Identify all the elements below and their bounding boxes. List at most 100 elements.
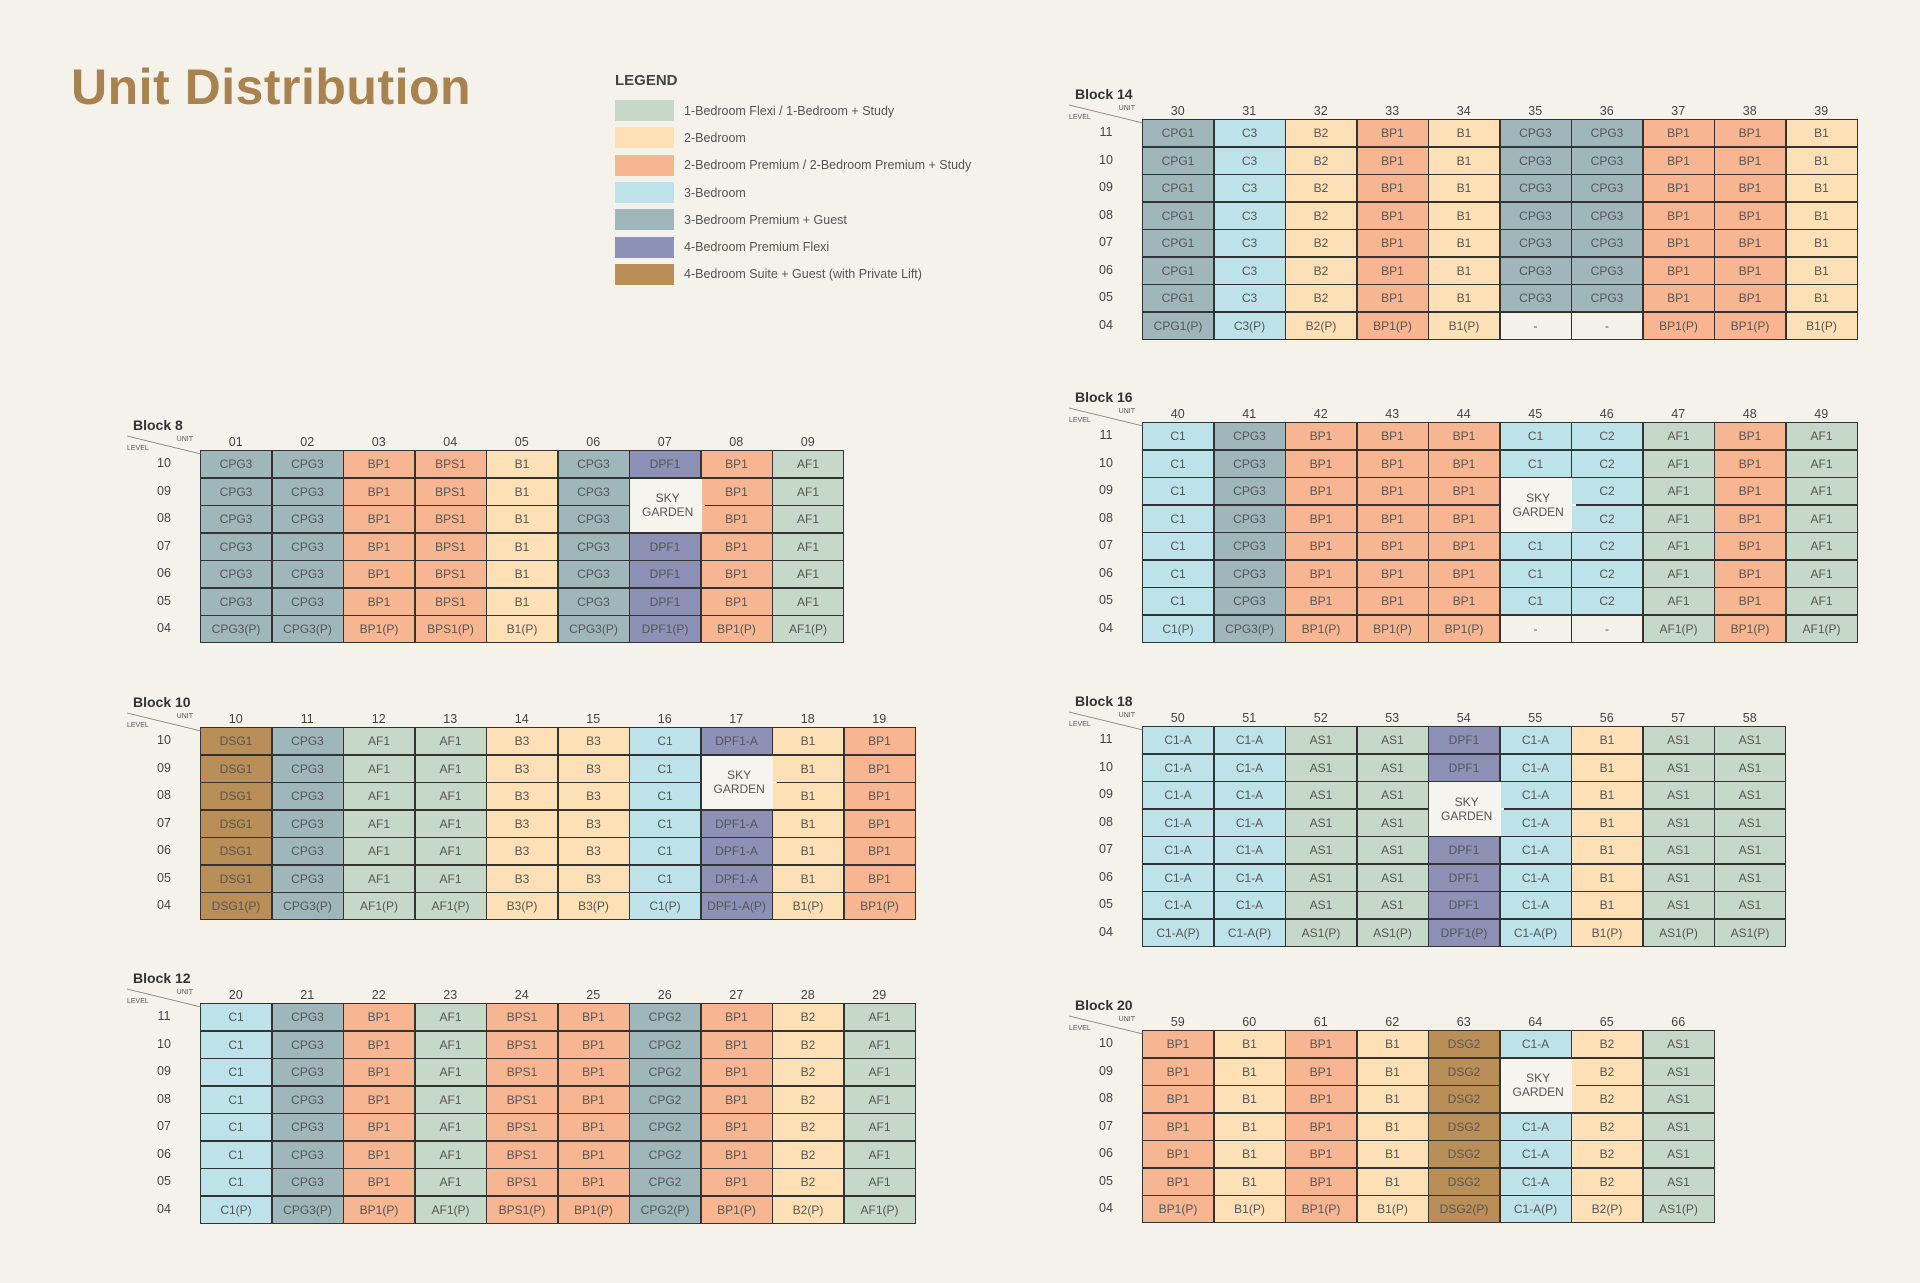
unit-cell: BP1 xyxy=(1357,423,1428,449)
unit-cell: BP1 xyxy=(344,451,414,477)
sky-garden-cell: SKY GARDEN xyxy=(1500,1058,1576,1112)
unit-cell: AF1 xyxy=(1786,478,1857,504)
unit-cell: DPF1 xyxy=(1429,727,1499,753)
unit-number: 06 xyxy=(586,435,601,449)
unit-cell: B1 xyxy=(1429,285,1499,311)
unit-cell: B1(P) xyxy=(487,616,557,642)
unit-cell: B2(P) xyxy=(1572,1196,1642,1222)
unit-cell: CPG3 xyxy=(558,451,629,477)
unit-cell: CPG3 xyxy=(1214,423,1285,449)
unit-cell: CPG3 xyxy=(1572,285,1642,311)
unit-cell: BP1 xyxy=(344,506,414,532)
unit-cell: BP1 xyxy=(1715,478,1785,504)
unit-cell: AF1 xyxy=(415,1059,486,1085)
unit-cell: B1 xyxy=(1572,754,1642,781)
unit-number: 51 xyxy=(1242,711,1257,725)
unit-cell: C1-A xyxy=(1214,782,1285,808)
unit-cell: C1-A xyxy=(1500,727,1571,753)
unit-cell: AS1 xyxy=(1715,809,1785,836)
unit-cell: DSG1 xyxy=(201,865,271,892)
unit-cell: B1 xyxy=(1214,1168,1285,1195)
unit-cell: BP1 xyxy=(1429,423,1499,449)
unit-cell: BP1 xyxy=(1429,560,1499,587)
unit-cell: AF1 xyxy=(415,838,486,864)
legend-label: 3-Bedroom xyxy=(684,185,746,200)
unit-cell: C1(P) xyxy=(201,1196,271,1223)
level-label: LEVEL xyxy=(1069,417,1091,424)
level-label: LEVEL xyxy=(127,998,149,1005)
unit-cell: AS1 xyxy=(1715,837,1785,863)
unit-cell: BP1(P) xyxy=(844,893,915,919)
level-number: 07 xyxy=(1099,235,1113,249)
unit-cell: DPF1-A xyxy=(701,838,772,864)
unit-cell: BPS1 xyxy=(487,1086,557,1113)
unit-cell: C1-A xyxy=(1143,727,1213,753)
unit-cell: B1 xyxy=(773,728,843,754)
unit-cell: AF1 xyxy=(415,755,486,782)
unit-cell: BP1 xyxy=(1429,533,1499,559)
sky-garden-cell: SKY GARDEN xyxy=(1500,478,1576,532)
block-body: 10 09 08 07 06 05 04 CPG3 CPG3 BP1 BPS1 B1 CPG3 DPF1 B… xyxy=(133,450,844,643)
unit-level-corner: UNIT LEVEL xyxy=(127,987,201,1007)
unit-number: 13 xyxy=(443,712,458,726)
unit-cell: CPG3 xyxy=(1500,230,1571,256)
unit-number: 46 xyxy=(1599,407,1614,421)
level-number: 06 xyxy=(157,843,171,857)
unit-cell: AF1 xyxy=(344,783,414,809)
unit-level-corner: UNIT LEVEL xyxy=(1069,406,1143,426)
unit-cell: B1 xyxy=(487,533,557,560)
block-title: Block 8 xyxy=(133,417,183,433)
unit-cell: DPF1 xyxy=(630,451,700,477)
unit-cell: CPG3 xyxy=(1572,257,1642,284)
unit-cell: B1 xyxy=(1429,147,1499,174)
unit-cell: DSG2 xyxy=(1429,1141,1499,1167)
unit-cell: C1-A xyxy=(1214,864,1285,891)
unit-number: 20 xyxy=(228,988,243,1002)
unit-cell: BP1 xyxy=(1143,1058,1213,1085)
unit-cell: CPG3 xyxy=(201,506,271,532)
unit-cell: C1 xyxy=(1500,533,1571,559)
unit-number: 52 xyxy=(1313,711,1328,725)
unit-cell: C1 xyxy=(1143,560,1213,587)
unit-cell: BP1 xyxy=(701,1141,772,1168)
unit-cell: BP1 xyxy=(344,1169,414,1195)
unit-cell: B3(P) xyxy=(558,893,629,919)
unit-cell: CPG3 xyxy=(1214,505,1285,532)
unit-cell: C3 xyxy=(1214,175,1285,201)
unit-cell: C2 xyxy=(1572,478,1642,504)
unit-grid: C1 CPG3 BP1 BP1 BP1 C1 C2 AF1 BP1 AF1 C1 CPG3 BP1 BP1… xyxy=(1142,422,1858,643)
level-label: LEVEL xyxy=(127,722,149,729)
unit-cell: AF1 xyxy=(344,755,414,782)
unit-cell: C3 xyxy=(1214,230,1285,256)
unit-cell: C1-A xyxy=(1143,754,1213,781)
unit-cell: C3 xyxy=(1214,120,1285,146)
unit-cell: DPF1 xyxy=(1429,864,1499,891)
unit-cell: B1 xyxy=(1214,1113,1285,1140)
unit-cell: B1 xyxy=(1572,727,1642,753)
unit-level-corner: UNIT LEVEL xyxy=(1069,710,1143,730)
unit-cell: B3 xyxy=(487,783,557,809)
unit-cell: DPF1 xyxy=(1429,837,1499,863)
unit-cell: B1 xyxy=(1572,864,1642,891)
unit-cell: BP1 xyxy=(1286,423,1356,449)
unit-number: 10 xyxy=(228,712,243,726)
legend-swatch xyxy=(615,263,674,285)
level-number: 07 xyxy=(157,1119,171,1133)
level-number: 10 xyxy=(1099,1036,1113,1050)
legend-swatch xyxy=(615,209,674,231)
legend-swatch xyxy=(615,100,674,122)
unit-cell: CPG3(P) xyxy=(272,893,343,919)
unit-number: 36 xyxy=(1599,104,1614,118)
unit-cell: AF1(P) xyxy=(773,616,843,642)
unit-cell: CPG1 xyxy=(1143,257,1213,284)
unit-number: 47 xyxy=(1671,407,1686,421)
unit-cell: AF1(P) xyxy=(1786,615,1857,642)
unit-cell: BP1 xyxy=(1429,505,1499,532)
unit-cell: DSG1 xyxy=(201,838,271,864)
unit-cell: AS1 xyxy=(1715,782,1785,808)
unit-cell: AF1 xyxy=(344,810,414,837)
unit-cell: CPG3 xyxy=(272,810,343,837)
unit-cell: C2 xyxy=(1572,588,1642,614)
legend-item: 4-Bedroom Suite + Guest (with Private Li… xyxy=(615,261,971,288)
unit-cell: AF1 xyxy=(844,1004,915,1030)
